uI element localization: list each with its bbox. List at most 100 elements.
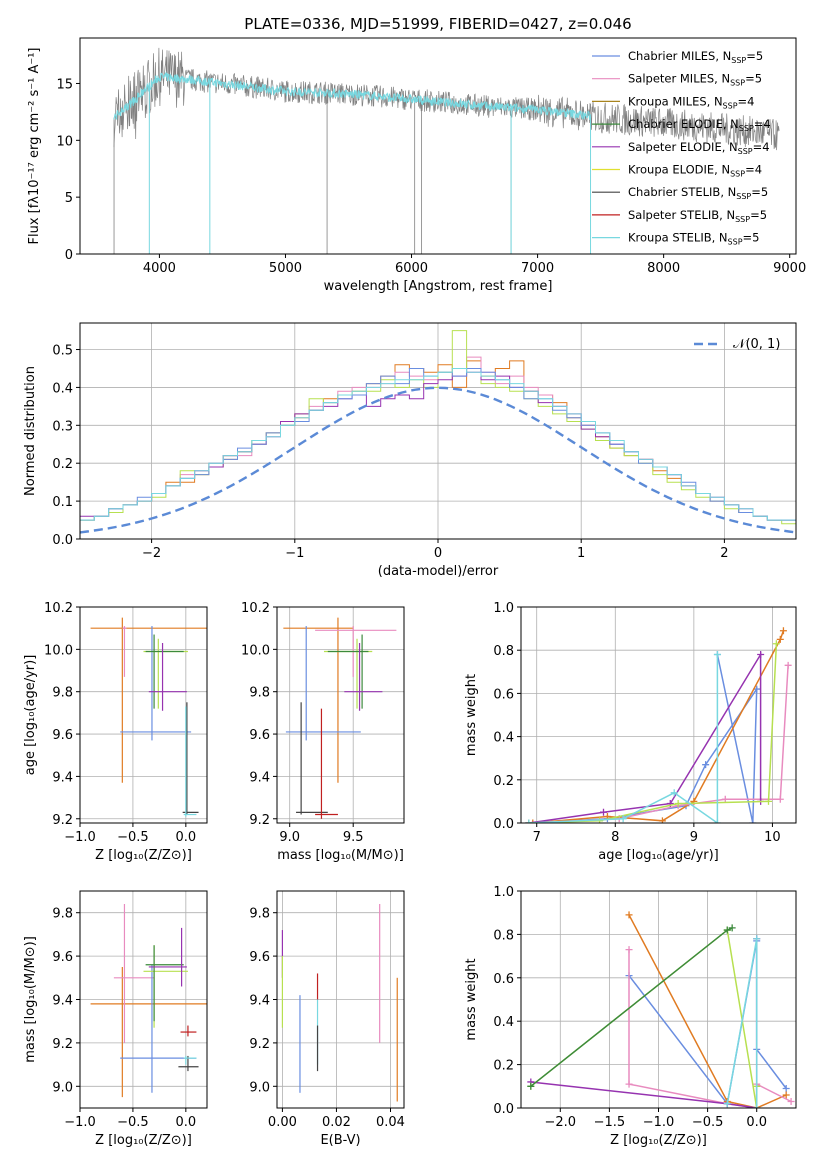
y-axis-label: Flux [fλ10⁻¹⁷ erg cm⁻² s⁻¹ A⁻¹] xyxy=(27,48,42,245)
weight-marker xyxy=(757,651,765,659)
y-tick-label: 0.2 xyxy=(52,457,73,472)
observed-spectrum xyxy=(113,47,780,151)
y-tick-label: 10 xyxy=(56,134,73,149)
weight-marker xyxy=(782,1084,790,1092)
x-tick-label: 8 xyxy=(611,830,619,845)
chart-mass-vs-ebv: 0.00 0.02 0.04 9.0 9.2 9.4 9.6 9.8 E(B-V) xyxy=(249,890,405,1148)
x-tick-label: 4000 xyxy=(143,261,176,276)
weight-series xyxy=(530,938,758,1108)
y-tick-label: 5 xyxy=(65,191,73,206)
y-tick-label: 0.6 xyxy=(493,972,514,987)
y-axis-label: mass [log₁₀(M/M⊙)] xyxy=(23,936,38,1063)
weight-marker xyxy=(723,926,731,934)
y-tick-label: 9.8 xyxy=(249,686,270,701)
x-tick-label: −0.5 xyxy=(117,830,149,845)
spectrum-legend: Chabrier MILES, NSSP=5 Salpeter MILES, NS… xyxy=(592,49,771,247)
weight-marker xyxy=(625,911,633,919)
y-tick-label: 9.6 xyxy=(52,728,73,743)
weight-series xyxy=(628,949,792,1108)
error-point xyxy=(113,904,155,1043)
error-point xyxy=(148,927,187,987)
model-spectrum xyxy=(113,71,591,120)
chart-weight-vs-metallicity: −2.0 −1.5 −1.0 −0.5 0.0 0.0 0.2 0.4 0.6 0.8 1.0 Z [… xyxy=(464,885,797,1148)
figure-title: PLATE=0336, MJD=51999, FIBERID=0427, z=0… xyxy=(244,15,631,33)
y-tick-label: 9.6 xyxy=(52,950,73,965)
legend-label: Kroupa ELODIE, NSSP=4 xyxy=(628,163,762,179)
y-tick-label: 9.2 xyxy=(52,1037,73,1052)
y-tick-label: 10.0 xyxy=(241,643,270,658)
plot-frame xyxy=(520,606,797,824)
x-tick-label: 0.0 xyxy=(175,1115,196,1130)
error-point xyxy=(315,708,338,819)
x-axis-label: wavelength [Angstrom, rest frame] xyxy=(324,279,553,294)
legend-label: Kroupa STELIB, NSSP=5 xyxy=(628,231,759,247)
weight-series xyxy=(528,654,758,823)
y-tick-label: 0.5 xyxy=(52,344,73,359)
legend-label: Chabrier MILES, NSSP=5 xyxy=(628,49,763,65)
y-tick-label: 0.4 xyxy=(493,1015,514,1030)
y-axis-label: age [log₁₀(age/yr)] xyxy=(23,655,38,776)
plot-area xyxy=(281,904,398,1102)
y-tick-label: 0.0 xyxy=(493,817,514,832)
y-tick-label: 0.2 xyxy=(493,774,514,789)
x-axis-label: Z [log₁₀(Z/Z⊙)] xyxy=(95,848,192,863)
weight-marker xyxy=(721,795,729,803)
y-tick-label: 9.8 xyxy=(52,686,73,701)
legend-label: Kroupa MILES, NSSP=4 xyxy=(628,94,754,110)
x-tick-label: 7 xyxy=(533,830,541,845)
x-axis-label: Z [log₁₀(Z/Z⊙)] xyxy=(610,1133,707,1148)
chart-weight-vs-age: 7 8 9 10 0.0 0.2 0.4 0.6 0.8 1.0 age [log₁₀(age/yr… xyxy=(464,601,797,863)
error-point xyxy=(182,702,199,815)
weight-marker xyxy=(765,797,772,805)
weight-marker xyxy=(784,661,792,669)
error-point xyxy=(148,643,187,711)
weight-marker xyxy=(596,817,604,823)
weight-series xyxy=(532,630,785,823)
x-tick-label: −1 xyxy=(285,546,304,561)
x-tick-label: 7000 xyxy=(521,261,554,276)
x-tick-label: −1.0 xyxy=(64,1115,96,1130)
weight-marker xyxy=(625,1080,633,1088)
y-tick-label: 0.8 xyxy=(493,644,514,659)
x-tick-label: −1.0 xyxy=(643,1115,675,1130)
y-tick-label: 9.0 xyxy=(249,1080,270,1095)
legend-label: Chabrier ELODIE, NSSP=4 xyxy=(628,117,771,133)
legend-label: Salpeter STELIB, NSSP=5 xyxy=(628,208,767,224)
y-tick-label: 0.3 xyxy=(52,419,73,434)
y-axis-label: Normed distribution xyxy=(23,366,38,496)
histogram-series xyxy=(80,368,796,525)
weight-marker xyxy=(772,640,780,648)
error-point xyxy=(183,706,197,817)
x-tick-label: −1.0 xyxy=(64,830,96,845)
error-point xyxy=(285,626,361,741)
weight-marker xyxy=(713,819,721,823)
plot-frame xyxy=(520,890,797,1109)
weight-marker xyxy=(753,1104,761,1108)
plot-area xyxy=(527,911,795,1108)
y-tick-label: 0.6 xyxy=(493,687,514,702)
plot-frame xyxy=(276,890,405,1109)
x-tick-label: 8000 xyxy=(647,261,680,276)
y-tick-label: 10.2 xyxy=(44,601,73,616)
weight-marker xyxy=(529,819,537,823)
plot-area xyxy=(525,627,792,823)
x-axis-label: E(B-V) xyxy=(320,1133,360,1148)
x-axis-label: (data-model)/error xyxy=(378,564,499,579)
y-tick-label: 0.8 xyxy=(493,928,514,943)
error-point xyxy=(90,966,207,1098)
error-point xyxy=(180,1025,197,1037)
spectrum-frame xyxy=(79,37,797,255)
weight-marker xyxy=(658,817,666,823)
y-tick-label: 0.0 xyxy=(52,533,73,548)
x-tick-label: 0.02 xyxy=(322,1115,351,1130)
weight-marker xyxy=(713,651,721,659)
legend-label: Chabrier STELIB, NSSP=5 xyxy=(628,185,768,201)
weight-marker xyxy=(670,789,678,797)
plot-area xyxy=(80,330,796,534)
error-point xyxy=(145,634,184,709)
x-tick-label: −2.0 xyxy=(544,1115,576,1130)
weight-marker xyxy=(625,946,633,954)
x-tick-label: 1 xyxy=(577,546,585,561)
error-point xyxy=(145,945,184,1022)
y-tick-label: 9.2 xyxy=(249,1037,270,1052)
